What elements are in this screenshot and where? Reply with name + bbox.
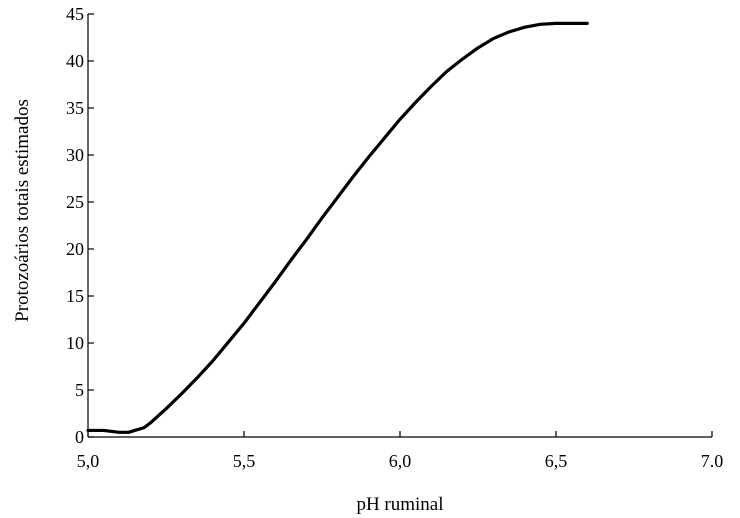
y-tick-label: 15 — [66, 286, 84, 306]
x-tick-label: 6,5 — [545, 451, 568, 471]
x-tick-label: 5,0 — [77, 451, 100, 471]
x-ticks: 5,0 5,5 6,0 6,5 7.0 — [77, 431, 724, 471]
y-tick-label: 35 — [66, 98, 84, 118]
y-tick-label: 5 — [75, 380, 84, 400]
x-axis-title: pH ruminal — [356, 494, 443, 515]
x-tick-label: 7.0 — [701, 451, 724, 471]
x-tick-label: 5,5 — [233, 451, 256, 471]
y-tick-label: 10 — [66, 333, 84, 353]
y-tick-label: 25 — [66, 192, 84, 212]
y-tick-label: 45 — [66, 4, 84, 24]
y-ticks: 0 5 10 15 20 25 30 35 40 45 — [66, 4, 94, 447]
y-tick-label: 0 — [75, 427, 84, 447]
x-axis: 5,0 5,5 6,0 6,5 7.0 — [77, 431, 724, 471]
y-axis: 0 5 10 15 20 25 30 35 40 45 — [66, 4, 94, 447]
y-tick-label: 40 — [66, 51, 84, 71]
x-tick-label: 6,0 — [389, 451, 412, 471]
y-tick-label: 30 — [66, 145, 84, 165]
series-line — [86, 21, 589, 434]
y-tick-label: 20 — [66, 239, 84, 259]
y-axis-title: Protozoários totais estimados — [12, 99, 33, 322]
